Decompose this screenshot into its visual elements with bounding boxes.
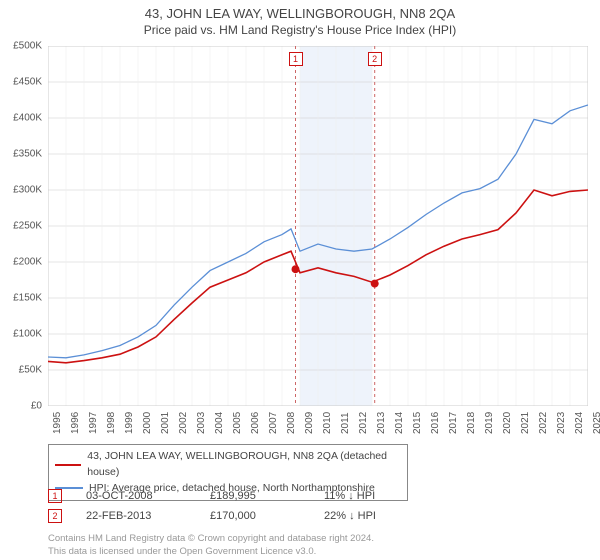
x-tick-label: 1998: [106, 412, 117, 434]
x-tick-label: 1999: [124, 412, 135, 434]
x-tick-label: 2019: [484, 412, 495, 434]
x-tick-label: 2008: [286, 412, 297, 434]
x-tick-label: 2022: [538, 412, 549, 434]
chart-area: 12: [48, 46, 588, 406]
x-tick-label: 1996: [70, 412, 81, 434]
footer-line-2: This data is licensed under the Open Gov…: [48, 546, 374, 558]
sale-marker-1-n: 1: [52, 491, 57, 501]
x-tick-label: 2009: [304, 412, 315, 434]
sale-delta-1: 11% ↓ HPI: [324, 490, 424, 502]
x-tick-label: 2021: [520, 412, 531, 434]
legend-swatch-property: [55, 464, 81, 466]
x-tick-label: 2017: [448, 412, 459, 434]
x-tick-label: 2018: [466, 412, 477, 434]
x-tick-label: 2012: [358, 412, 369, 434]
x-tick-label: 2006: [250, 412, 261, 434]
footer: Contains HM Land Registry data © Crown c…: [48, 533, 374, 558]
y-tick-label: £300K: [13, 185, 42, 196]
sale-price-2: £170,000: [210, 510, 300, 522]
title-main: 43, JOHN LEA WAY, WELLINGBOROUGH, NN8 2Q…: [0, 6, 600, 21]
x-tick-label: 2004: [214, 412, 225, 434]
legend-row-property: 43, JOHN LEA WAY, WELLINGBOROUGH, NN8 2Q…: [55, 449, 401, 481]
y-tick-label: £100K: [13, 329, 42, 340]
x-axis-labels: 1995 1996 1997 1998 1999 2000 2001 2002 2003 2004…: [48, 406, 588, 440]
x-tick-label: 2015: [412, 412, 423, 434]
x-tick-label: 2003: [196, 412, 207, 434]
y-tick-label: £250K: [13, 221, 42, 232]
y-tick-label: £350K: [13, 149, 42, 160]
chart-sale-marker-2: 2: [368, 52, 382, 66]
y-tick-label: £500K: [13, 41, 42, 52]
sale-date-2: 22-FEB-2013: [86, 510, 186, 522]
sale-marker-2: 2: [48, 509, 62, 523]
x-tick-label: 2000: [142, 412, 153, 434]
x-tick-label: 2007: [268, 412, 279, 434]
x-tick-label: 2013: [376, 412, 387, 434]
x-tick-label: 2025: [592, 412, 600, 434]
x-tick-label: 2016: [430, 412, 441, 434]
chart-svg: [48, 46, 588, 406]
legend-label-property: 43, JOHN LEA WAY, WELLINGBOROUGH, NN8 2Q…: [87, 449, 401, 481]
sale-price-1: £189,995: [210, 490, 300, 502]
sale-marker-1: 1: [48, 489, 62, 503]
sale-row-1: 1 03-OCT-2008 £189,995 11% ↓ HPI: [48, 486, 424, 506]
chart-container: 43, JOHN LEA WAY, WELLINGBOROUGH, NN8 2Q…: [0, 0, 600, 560]
x-tick-label: 1995: [52, 412, 63, 434]
sales-table: 1 03-OCT-2008 £189,995 11% ↓ HPI 2 22-FE…: [48, 486, 424, 526]
y-tick-label: £150K: [13, 293, 42, 304]
x-tick-label: 2001: [160, 412, 171, 434]
x-tick-label: 2023: [556, 412, 567, 434]
y-axis-labels: £0£50K£100K£150K£200K£250K£300K£350K£400…: [0, 46, 46, 406]
x-tick-label: 1997: [88, 412, 99, 434]
title-sub: Price paid vs. HM Land Registry's House …: [0, 23, 600, 37]
x-tick-label: 2010: [322, 412, 333, 434]
x-tick-label: 2024: [574, 412, 585, 434]
x-tick-label: 2005: [232, 412, 243, 434]
y-tick-label: £50K: [19, 365, 42, 376]
sale-marker-2-n: 2: [52, 511, 57, 521]
sale-row-2: 2 22-FEB-2013 £170,000 22% ↓ HPI: [48, 506, 424, 526]
x-tick-label: 2002: [178, 412, 189, 434]
chart-sale-marker-1: 1: [289, 52, 303, 66]
y-tick-label: £450K: [13, 77, 42, 88]
titles: 43, JOHN LEA WAY, WELLINGBOROUGH, NN8 2Q…: [0, 0, 600, 37]
footer-line-1: Contains HM Land Registry data © Crown c…: [48, 533, 374, 545]
x-tick-label: 2011: [340, 412, 351, 434]
y-tick-label: £400K: [13, 113, 42, 124]
x-tick-label: 2020: [502, 412, 513, 434]
y-tick-label: £0: [31, 401, 42, 412]
sale-delta-2: 22% ↓ HPI: [324, 510, 424, 522]
y-tick-label: £200K: [13, 257, 42, 268]
sale-date-1: 03-OCT-2008: [86, 490, 186, 502]
x-tick-label: 2014: [394, 412, 405, 434]
